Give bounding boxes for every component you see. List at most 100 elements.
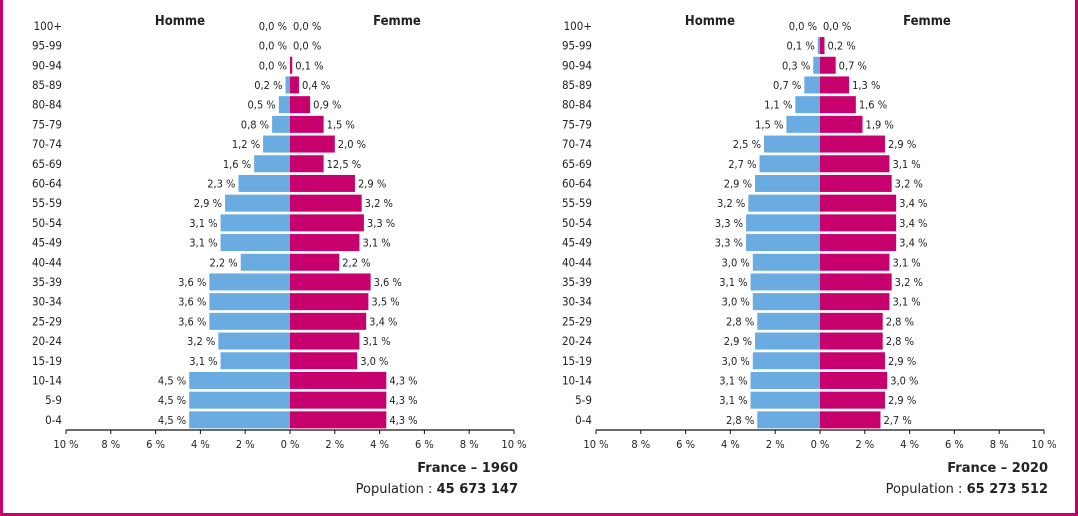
bar-homme [209,273,290,291]
age-label: 25-29 [562,314,592,328]
value-label-homme: 2,5 % [733,138,761,151]
bar-homme [764,135,820,153]
age-label: 20-24 [562,334,592,348]
value-label-femme: 2,8 % [886,335,914,348]
bar-homme [189,391,290,409]
header-femme: Femme [373,14,421,29]
bar-femme [820,253,890,271]
bar-femme [820,96,856,114]
bar-femme [290,332,360,350]
age-label: 10-14 [32,373,62,387]
age-label: 65-69 [562,157,592,171]
age-label: 100+ [34,19,62,33]
value-label-femme: 3,4 % [899,197,927,210]
bar-homme [817,37,820,55]
value-label-homme: 4,5 % [158,374,186,387]
age-label: 25-29 [32,314,62,328]
x-tick-label: 10 % [53,438,78,451]
age-label: 65-69 [32,157,62,171]
x-tick-label: 8 % [101,438,120,451]
bar-homme [272,115,290,133]
age-label: 95-99 [562,39,592,53]
x-tick-label: 10 % [583,438,608,451]
value-label-femme: 0,7 % [839,59,867,72]
bar-homme [755,174,820,192]
value-label-homme: 0,0 % [259,59,287,72]
age-label: 15-19 [562,354,592,368]
value-label-femme: 3,1 % [892,256,920,269]
population-value-1960: 45 673 147 [436,482,518,497]
value-label-femme: 3,3 % [367,217,395,230]
value-label-femme: 2,9 % [888,355,916,368]
bar-femme [820,174,892,192]
age-label: 85-89 [562,78,592,92]
value-label-homme: 1,1 % [764,99,792,112]
pyramid-1960: 100+ 0,0 % 0,0 % 95-99 0,0 % 0,0 % 90-94 0,0 % 0… [32,14,527,451]
value-label-homme: 3,1 % [719,374,747,387]
value-label-homme: 1,5 % [755,118,783,131]
bar-femme [290,194,362,212]
value-label-femme: 0,9 % [313,99,341,112]
value-label-femme: 0,0 % [293,40,321,53]
bar-femme [820,76,850,94]
x-tick-label: 4 % [370,438,389,451]
value-label-femme: 2,9 % [888,394,916,407]
header-homme: Homme [155,14,205,29]
x-tick-label: 0 % [281,438,300,451]
age-label: 15-19 [32,354,62,368]
x-tick-label: 6 % [945,438,964,451]
bar-femme [290,96,311,114]
value-label-homme: 3,0 % [722,296,750,309]
population-label-2020: Population : [885,482,967,497]
value-label-homme: 2,3 % [207,177,235,190]
value-label-femme: 3,2 % [895,177,923,190]
value-label-homme: 3,3 % [715,237,743,250]
value-label-femme: 3,1 % [362,237,390,250]
bar-homme [750,371,820,389]
age-label: 60-64 [562,176,592,190]
bar-homme [795,96,820,114]
bar-femme [820,194,897,212]
chart-title-1960: France – 1960 [417,461,518,476]
age-label: 90-94 [32,58,62,72]
age-label: 10-14 [562,373,592,387]
bar-homme [746,214,820,232]
age-label: 30-34 [562,295,592,309]
bar-homme [225,194,290,212]
bar-femme [820,411,881,429]
bar-femme [820,115,863,133]
value-label-femme: 3,6 % [374,276,402,289]
value-label-homme: 1,2 % [232,138,260,151]
value-label-homme: 2,8 % [726,414,754,427]
pyramid-2020: 100+ 0,0 % 0,0 % 95-99 0,1 % 0,2 % 90-94 0,3 % 0… [562,14,1057,451]
bar-homme [238,174,290,192]
bar-homme [220,234,290,252]
bar-homme [263,135,290,153]
x-tick-label: 6 % [415,438,434,451]
age-label: 45-49 [32,236,62,250]
age-label: 0-4 [45,413,62,427]
bar-femme [290,253,340,271]
value-label-femme: 4,3 % [389,374,417,387]
age-label: 60-64 [32,176,62,190]
age-label: 80-84 [562,98,592,112]
bar-femme [290,273,371,291]
bar-homme [746,234,820,252]
value-label-femme: 0,0 % [293,20,321,33]
value-label-femme: 0,0 % [823,20,851,33]
value-label-homme: 0,3 % [782,59,810,72]
bar-femme [290,135,335,153]
bar-femme [820,37,825,55]
bar-femme [290,174,355,192]
value-label-femme: 3,0 % [360,355,388,368]
x-tick-label: 4 % [900,438,919,451]
bar-homme [285,76,290,94]
age-label: 35-39 [562,275,592,289]
value-label-femme: 1,6 % [859,99,887,112]
value-label-femme: 3,2 % [365,197,393,210]
value-label-homme: 0,0 % [789,20,817,33]
x-tick-label: 2 % [236,438,255,451]
bar-homme [750,391,820,409]
x-tick-label: 2 % [855,438,874,451]
value-label-homme: 2,9 % [724,335,752,348]
